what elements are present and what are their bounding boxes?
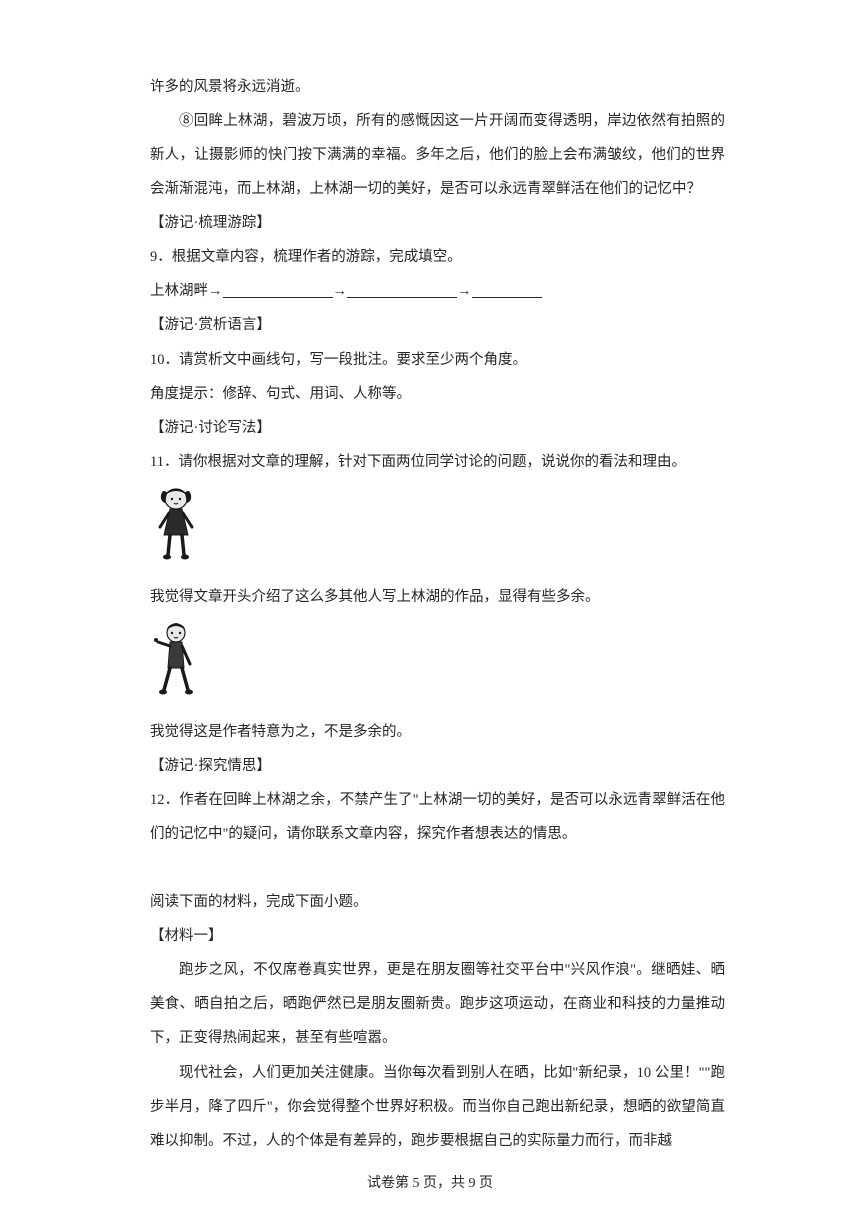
- body-paragraph: ⑧回眸上林湖，碧波万顷，所有的感慨因这一片开阔而变得透明，岸边依然有拍照的新人，…: [150, 104, 725, 206]
- material-paragraph: 现代社会，人们更加关注健康。当你每次看到别人在晒，比如"新纪录，10 公里！""…: [150, 1056, 725, 1158]
- page-content: 许多的风景将永远消逝。 ⑧回眸上林湖，碧波万顷，所有的感慨因这一片开阔而变得透明…: [0, 0, 860, 1198]
- section-heading: 【游记·梳理游踪】: [150, 206, 725, 240]
- blank-field[interactable]: [223, 281, 333, 298]
- reading-intro: 阅读下面的材料，完成下面小题。: [150, 885, 725, 919]
- question-text: 10．请赏析文中画线句，写一段批注。要求至少两个角度。: [150, 343, 725, 377]
- fill-blank-line: 上林湖畔→ → →: [150, 274, 725, 308]
- section-heading: 【游记·赏析语言】: [150, 308, 725, 342]
- body-paragraph: 许多的风景将永远消逝。: [150, 70, 725, 104]
- question-text: 12．作者在回眸上林湖之余，不禁产生了"上林湖一切的美好，是否可以永远青翠鲜活在…: [150, 783, 725, 851]
- boy-avatar-icon: [150, 620, 202, 696]
- student-speech: 我觉得文章开头介绍了这么多其他人写上林湖的作品，显得有些多余。: [150, 580, 725, 614]
- arrow-text: →: [457, 283, 472, 299]
- page-footer: 试卷第 5 页，共 9 页: [0, 1172, 860, 1192]
- blank-field[interactable]: [472, 281, 542, 298]
- section-heading: 【游记·讨论写法】: [150, 411, 725, 445]
- section-heading: 【游记·探究情思】: [150, 749, 725, 783]
- blank-prefix: 上林湖畔→: [150, 283, 223, 299]
- arrow-text: →: [333, 283, 348, 299]
- material-heading: 【材料一】: [150, 919, 725, 953]
- hint-text: 角度提示：修辞、句式、用词、人称等。: [150, 377, 725, 411]
- spacer: [150, 851, 725, 885]
- student-speech: 我觉得这是作者特意为之，不是多余的。: [150, 715, 725, 749]
- question-text: 11．请你根据对文章的理解，针对下面两位同学讨论的问题，说说你的看法和理由。: [150, 445, 725, 479]
- girl-avatar-icon: [150, 485, 202, 561]
- material-paragraph: 跑步之风，不仅席卷真实世界，更是在朋友圈等社交平台中"兴风作浪"。继晒娃、晒美食…: [150, 953, 725, 1055]
- blank-field[interactable]: [347, 281, 457, 298]
- question-text: 9．根据文章内容，梳理作者的游踪，完成填空。: [150, 240, 725, 274]
